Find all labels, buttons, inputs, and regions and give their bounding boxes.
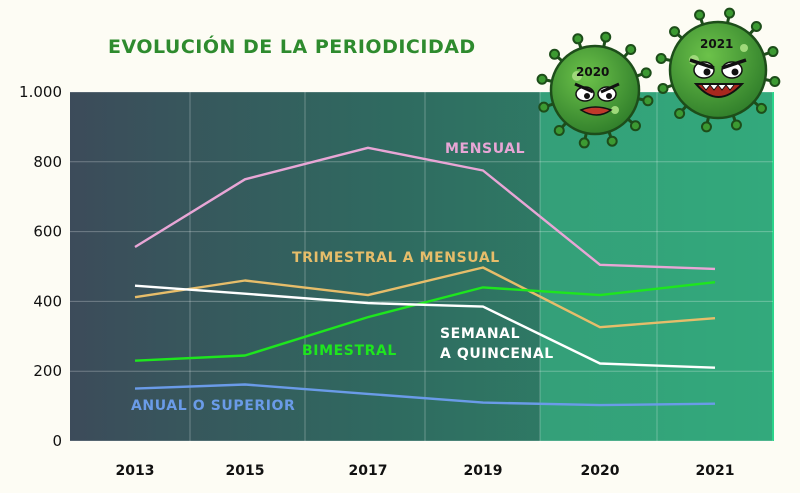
virus-spike-tip — [755, 102, 767, 114]
y-tick-label: 0 — [52, 432, 62, 450]
virus-spike-tip — [629, 120, 641, 132]
x-tick-label: 2021 — [696, 463, 735, 479]
virus-spike-tip — [769, 76, 781, 88]
y-tick-label: 600 — [33, 223, 62, 241]
series-line-3 — [134, 284, 716, 369]
series-lines — [134, 146, 716, 407]
virus-spike-tip — [724, 7, 736, 19]
virus-spike-tip — [674, 107, 686, 119]
virus-spike-tip — [655, 52, 667, 64]
x-tick-label: 2017 — [349, 463, 388, 479]
series-label-mensual: MENSUAL — [445, 141, 525, 157]
x-tick-label: 2015 — [226, 463, 265, 479]
virus-2021-label: 2021 — [700, 37, 733, 51]
series-line-4 — [134, 383, 716, 407]
virus-spike-tip — [536, 73, 548, 85]
y-tick-label: 400 — [33, 292, 62, 310]
series-line-0 — [134, 146, 716, 271]
virus-2020-label: 2020 — [576, 65, 609, 79]
virus-spike-tip — [572, 33, 584, 45]
virus-spike-tip — [642, 95, 654, 107]
virus-spike-tip — [700, 121, 712, 133]
series-label-semanal-line1: SEMANAL — [440, 326, 520, 342]
virus-spike-tip — [606, 135, 618, 147]
virus-spike-tip — [657, 82, 669, 94]
virus-spike-tip — [625, 44, 637, 56]
virus-spike-tip — [669, 26, 681, 38]
y-axis-ticks: 0 200 400 600 800 1.000 — [19, 83, 62, 450]
virus-spike-tip — [538, 101, 550, 113]
virus-spike-tip — [600, 31, 612, 43]
y-tick-label: 800 — [33, 153, 62, 171]
virus-spike-tip — [767, 46, 779, 58]
series-line-1 — [134, 266, 716, 329]
series-label-trimestral: TRIMESTRAL A MENSUAL — [292, 250, 500, 266]
series-label-semanal: SEMANAL A QUINCENAL — [440, 326, 554, 362]
series-labels: MENSUAL TRIMESTRAL A MENSUAL BIMESTRAL S… — [131, 141, 554, 414]
series-label-semanal-line2: A QUINCENAL — [440, 346, 554, 362]
virus-spike-tip — [730, 119, 742, 131]
series-line-2 — [134, 281, 716, 362]
virus-spike-tip — [640, 67, 652, 79]
virus-spike-tip — [750, 21, 762, 33]
x-tick-label: 2019 — [464, 463, 503, 479]
virus-2020-icon: 2020 — [536, 31, 654, 149]
virus-spike-tip — [578, 137, 590, 149]
x-tick-label: 2013 — [116, 463, 155, 479]
chart-title: EVOLUCIÓN DE LA PERIODICIDAD — [108, 34, 476, 58]
y-tick-label: 200 — [33, 362, 62, 380]
virus-spike-tip — [694, 9, 706, 21]
y-tick-label: 1.000 — [19, 83, 62, 101]
virus-spike-tip — [553, 124, 565, 136]
x-tick-label: 2020 — [581, 463, 620, 479]
virus-spike-tip — [549, 48, 561, 60]
virus-2021-icon: 2021 — [655, 7, 781, 133]
series-label-anual: ANUAL O SUPERIOR — [131, 398, 295, 414]
x-axis-ticks: 2013 2015 2017 2019 2020 2021 — [116, 463, 735, 479]
series-label-bimestral: BIMESTRAL — [302, 343, 397, 359]
